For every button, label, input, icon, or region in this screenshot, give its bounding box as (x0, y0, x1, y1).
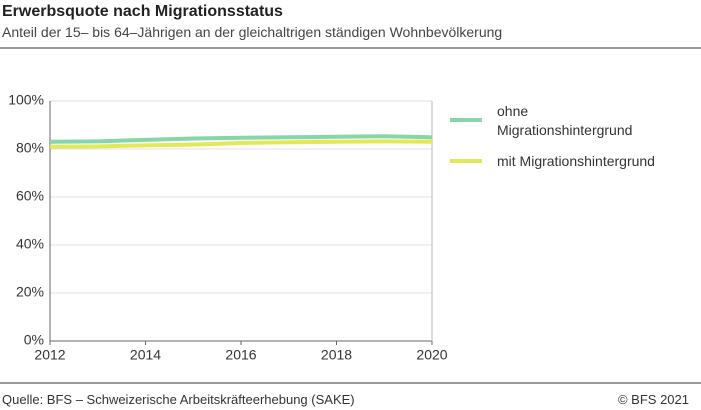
series-line (49, 134, 433, 144)
y-tick-label: 60% (16, 188, 44, 204)
y-tick-label: 40% (16, 236, 44, 252)
chart-title: Erwerbsquote nach Migrationsstatus (2, 3, 283, 20)
legend-label: ohne Migrationshintergrund (497, 103, 633, 138)
series-line (49, 139, 433, 149)
y-tick-label: 0% (24, 332, 44, 348)
x-tick-label: 2016 (225, 347, 256, 363)
legend-label: mit Migrationshintergrund (497, 153, 655, 169)
y-tick-label: 20% (16, 284, 44, 300)
x-tick-label: 2014 (130, 347, 161, 363)
chart-subtitle: Anteil der 15– bis 64–Jährigen an der gl… (2, 24, 503, 40)
y-tick-label: 80% (16, 140, 44, 156)
x-tick-label: 2018 (321, 347, 352, 363)
x-tick-label: 2020 (416, 347, 447, 363)
copyright: © BFS 2021 (617, 392, 689, 407)
source-note: Quelle: BFS – Schweizerische Arbeitskräf… (2, 392, 355, 407)
x-tick-label: 2012 (34, 347, 65, 363)
y-tick-label: 100% (8, 92, 44, 108)
